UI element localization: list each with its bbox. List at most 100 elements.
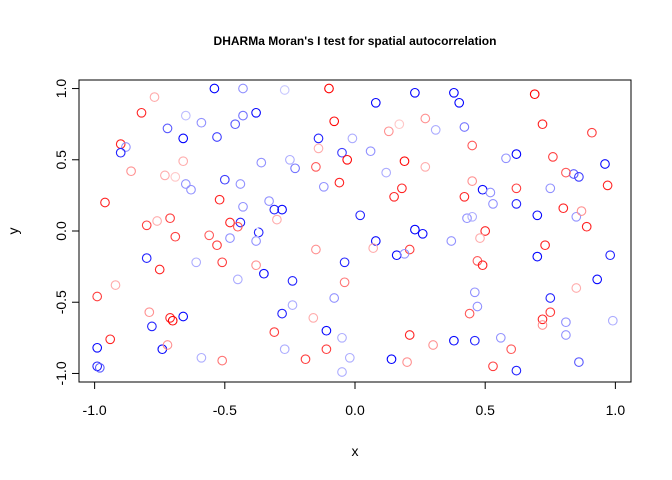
- data-point: [391, 250, 402, 261]
- data-point: [545, 293, 556, 303]
- data-point: [154, 264, 165, 275]
- data-point: [225, 233, 235, 243]
- chart-title: DHARMa Moran's I test for spatial autoco…: [214, 34, 497, 48]
- y-tick-label: 0.5: [53, 150, 69, 170]
- data-point: [337, 332, 347, 343]
- data-point: [605, 250, 616, 261]
- data-point: [571, 211, 582, 222]
- data-point: [602, 180, 613, 191]
- data-point: [300, 354, 311, 365]
- x-tick-label: 0.0: [345, 402, 365, 418]
- data-point: [329, 116, 340, 127]
- data-point: [141, 253, 152, 263]
- data-point: [561, 317, 571, 328]
- data-point: [537, 320, 548, 330]
- data-point: [285, 154, 295, 165]
- data-point: [480, 226, 491, 236]
- y-tick-label: 1.0: [53, 79, 69, 99]
- data-point: [469, 335, 480, 346]
- data-point: [256, 157, 267, 168]
- data-point: [417, 228, 428, 239]
- data-point: [495, 332, 506, 343]
- data-point: [592, 274, 603, 285]
- data-point: [238, 110, 248, 121]
- data-point: [428, 340, 438, 350]
- data-point: [397, 183, 407, 194]
- data-point: [264, 196, 274, 206]
- x-tick-label: 1.0: [606, 402, 626, 418]
- data-point: [321, 325, 332, 336]
- data-point: [230, 119, 241, 130]
- data-point: [347, 133, 358, 144]
- y-tick-label: -1.0: [53, 361, 69, 385]
- data-point: [165, 313, 175, 323]
- data-point: [311, 244, 321, 255]
- data-point: [162, 123, 173, 134]
- data-point: [485, 187, 496, 198]
- data-point: [511, 199, 522, 209]
- data-point: [209, 83, 220, 94]
- data-point: [568, 169, 579, 179]
- data-point: [269, 327, 280, 337]
- x-tick-label: 0.5: [475, 402, 495, 418]
- data-point: [324, 83, 334, 94]
- data-point: [561, 167, 571, 178]
- data-point: [399, 248, 410, 259]
- data-point: [217, 257, 228, 268]
- data-point: [370, 236, 381, 246]
- data-point: [170, 172, 181, 182]
- data-point: [383, 126, 394, 137]
- data-point: [386, 354, 397, 365]
- data-point: [212, 132, 222, 142]
- points-layer: [92, 83, 618, 377]
- data-point: [217, 355, 228, 366]
- data-point: [342, 154, 353, 165]
- data-point: [337, 147, 347, 158]
- data-point: [488, 199, 498, 209]
- data-point: [467, 176, 478, 186]
- data-point: [532, 251, 543, 262]
- data-point: [365, 146, 376, 157]
- data-point: [464, 308, 475, 319]
- data-point: [235, 179, 246, 189]
- data-point: [399, 156, 410, 167]
- data-point: [581, 221, 592, 232]
- data-point: [420, 113, 431, 124]
- data-point: [576, 206, 587, 216]
- data-point: [126, 166, 136, 177]
- data-point: [420, 162, 431, 172]
- data-point: [506, 344, 517, 355]
- data-point: [558, 203, 569, 214]
- data-point: [488, 361, 498, 372]
- data-point: [537, 119, 548, 130]
- data-point: [532, 210, 543, 221]
- data-point: [100, 197, 110, 208]
- data-point: [337, 367, 347, 377]
- data-point: [238, 201, 248, 212]
- data-point: [272, 214, 282, 225]
- data-point: [339, 257, 350, 268]
- data-point: [368, 243, 379, 253]
- data-point: [467, 140, 478, 151]
- data-point: [469, 287, 480, 298]
- data-point: [308, 313, 319, 323]
- x-tick-label: -0.5: [213, 402, 237, 418]
- data-point: [147, 321, 157, 332]
- data-point: [334, 177, 345, 188]
- data-point: [277, 204, 287, 215]
- x-axis: -1.0 -0.5 0.0 0.5 1.0: [83, 381, 626, 418]
- data-point: [511, 365, 522, 376]
- data-point: [219, 174, 230, 185]
- data-point: [501, 153, 511, 164]
- data-point: [160, 170, 170, 181]
- data-point: [253, 227, 264, 238]
- data-point: [545, 183, 556, 194]
- y-axis: -1.0 -0.5 0.0 0.5 1.0: [53, 79, 80, 386]
- data-point: [511, 183, 522, 194]
- data-point: [339, 277, 350, 288]
- data-point: [548, 152, 558, 162]
- data-point: [475, 233, 485, 243]
- data-point: [529, 89, 540, 100]
- y-tick-label: -0.5: [53, 290, 69, 314]
